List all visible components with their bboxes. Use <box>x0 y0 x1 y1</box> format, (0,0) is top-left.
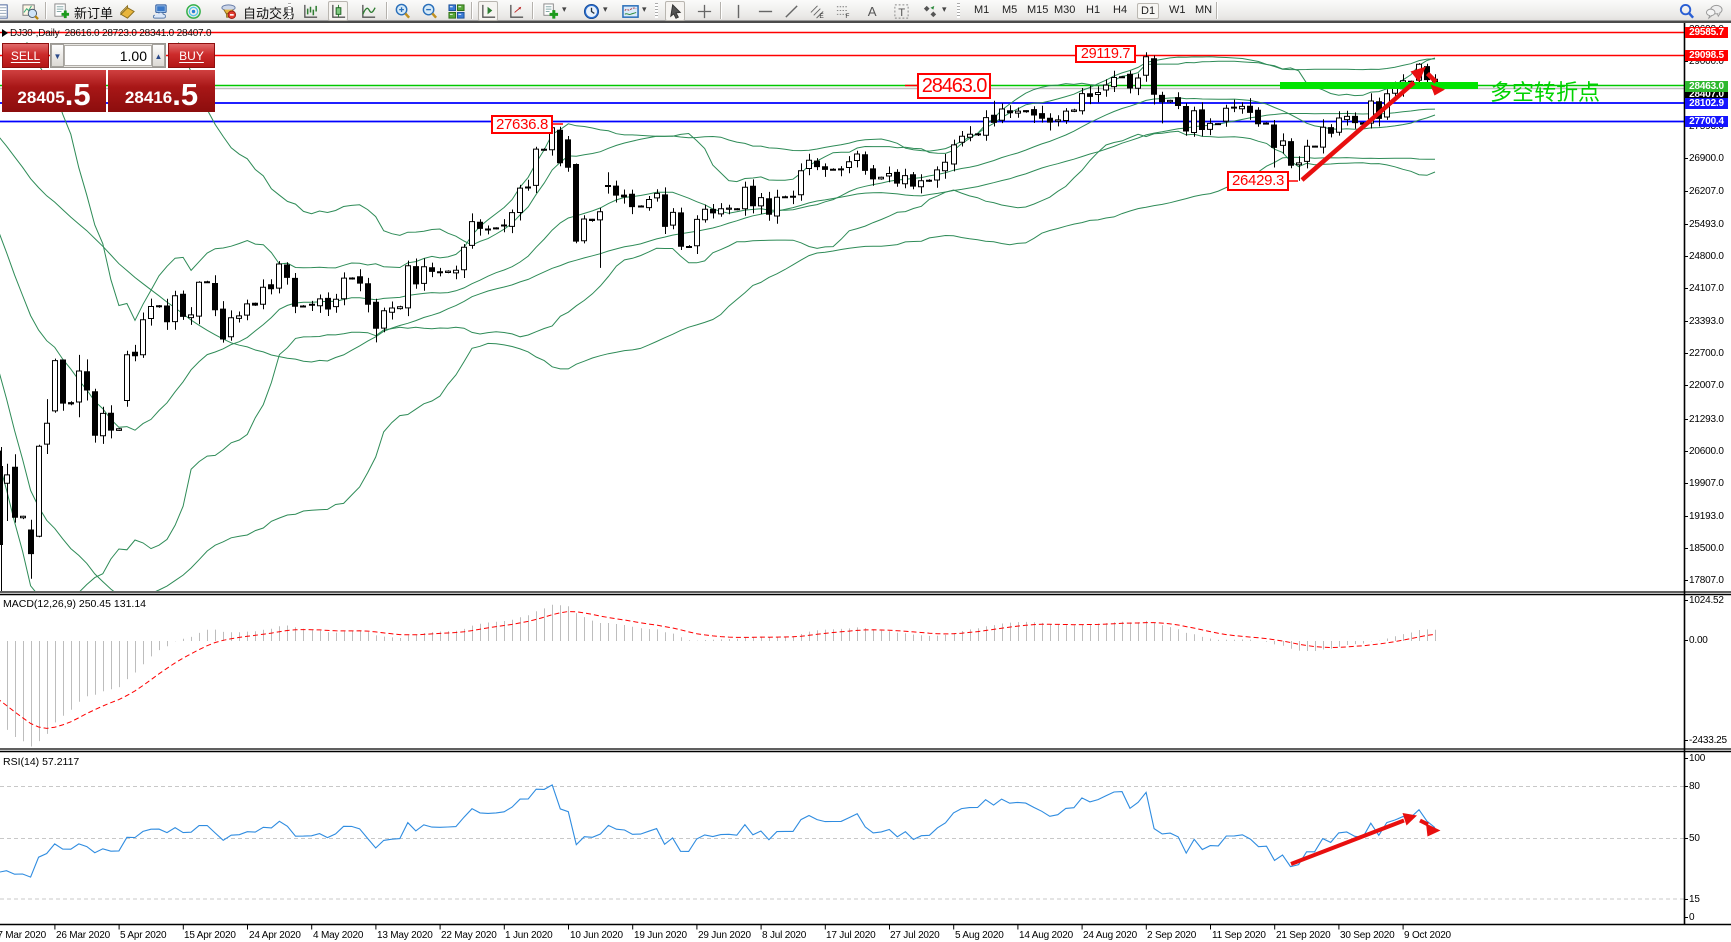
svg-text:F: F <box>845 13 849 20</box>
svg-text:T: T <box>898 6 905 18</box>
svg-text:多空转折点: 多空转折点 <box>1490 80 1600 105</box>
svg-text:A: A <box>867 4 876 19</box>
svg-text:E: E <box>819 13 824 20</box>
